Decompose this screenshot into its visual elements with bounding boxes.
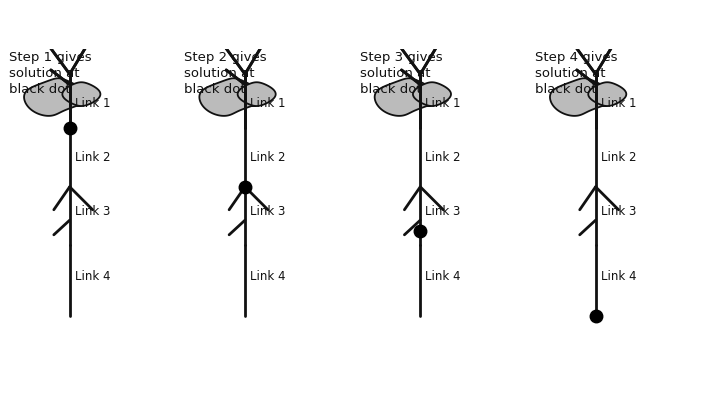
Text: Link 1: Link 1 xyxy=(426,97,461,110)
Text: Link 4: Link 4 xyxy=(426,270,461,283)
Text: Step 2 gives
solution at
black dot: Step 2 gives solution at black dot xyxy=(185,51,267,96)
Text: Step 4 gives
solution at
black dot: Step 4 gives solution at black dot xyxy=(535,51,617,96)
Polygon shape xyxy=(62,82,100,106)
Text: Step 1 gives
solution at
black dot: Step 1 gives solution at black dot xyxy=(9,51,92,96)
Text: Link 4: Link 4 xyxy=(75,270,110,283)
Text: Link 1: Link 1 xyxy=(600,97,636,110)
Text: Link 3: Link 3 xyxy=(250,206,286,218)
Polygon shape xyxy=(24,78,89,116)
Polygon shape xyxy=(199,78,264,116)
Text: Link 3: Link 3 xyxy=(426,206,461,218)
Text: Link 2: Link 2 xyxy=(75,151,110,164)
Text: Link 2: Link 2 xyxy=(426,151,461,164)
Polygon shape xyxy=(588,82,626,106)
Text: Link 1: Link 1 xyxy=(250,97,286,110)
Text: Link 4: Link 4 xyxy=(600,270,636,283)
Polygon shape xyxy=(413,82,451,106)
Text: Step 3 gives
solution at
black dot: Step 3 gives solution at black dot xyxy=(360,51,443,96)
Polygon shape xyxy=(238,82,276,106)
Text: Link 3: Link 3 xyxy=(75,206,110,218)
Text: Link 4: Link 4 xyxy=(250,270,286,283)
Text: Link 1: Link 1 xyxy=(75,97,110,110)
Text: Link 3: Link 3 xyxy=(600,206,636,218)
Polygon shape xyxy=(375,78,439,116)
Text: Link 2: Link 2 xyxy=(600,151,636,164)
Text: Link 2: Link 2 xyxy=(250,151,286,164)
Polygon shape xyxy=(550,78,614,116)
